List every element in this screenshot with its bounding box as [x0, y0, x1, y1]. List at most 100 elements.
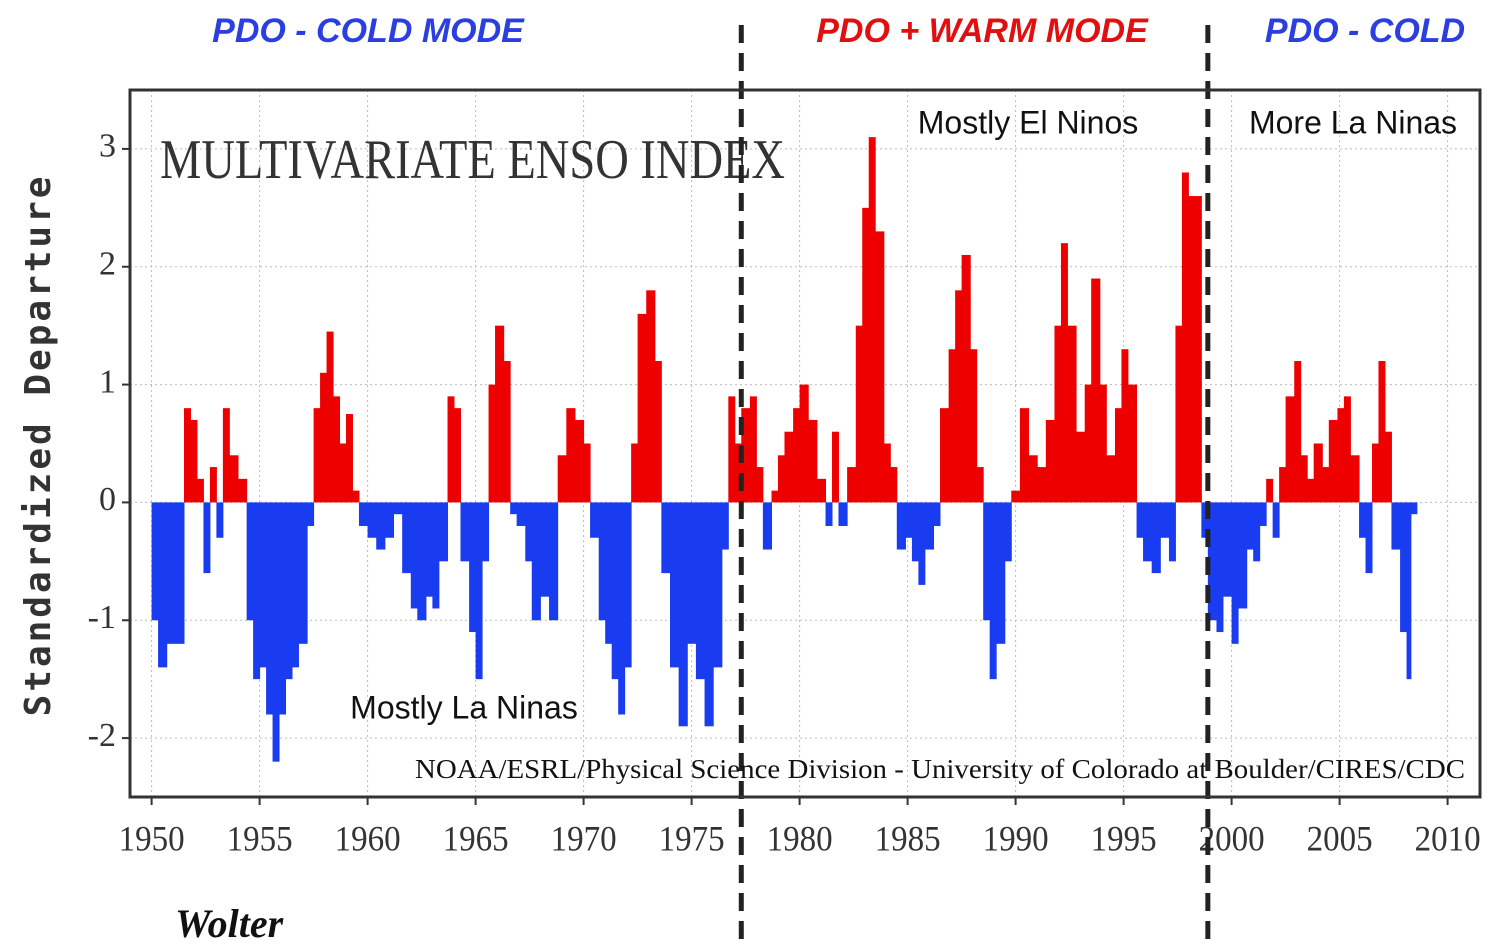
index-bar: [438, 502, 449, 562]
index-bar: [661, 502, 671, 574]
index-bar: [1384, 431, 1392, 503]
index-bar: [510, 502, 518, 515]
index-bar: [216, 502, 224, 538]
index-bar: [1350, 455, 1360, 503]
index-bar: [482, 502, 490, 562]
index-bar: [1322, 467, 1330, 503]
index-bar: [1181, 172, 1189, 503]
index-bar: [862, 207, 870, 503]
annotation: PDO - COLD MODE: [212, 12, 525, 50]
index-bar: [896, 502, 906, 550]
index-bar: [229, 455, 239, 503]
x-tick-label: 1960: [335, 818, 401, 858]
index-bar: [825, 502, 833, 526]
x-tick-label: 2005: [1307, 818, 1373, 858]
plot: [130, 90, 1480, 797]
index-bar: [948, 349, 956, 503]
index-bar: [1106, 455, 1116, 503]
index-bar: [358, 502, 369, 526]
annotation: More La Ninas: [1249, 104, 1457, 140]
index-bar: [1037, 467, 1047, 503]
index-bar: [266, 502, 274, 715]
index-bar: [1188, 196, 1196, 503]
index-bar: [1406, 502, 1412, 680]
y-tick-label: -2: [88, 717, 116, 754]
index-bar: [631, 443, 639, 503]
index-bar: [151, 502, 159, 621]
index-bar: [203, 502, 211, 574]
y-tick-label: -1: [88, 599, 116, 636]
index-bar: [488, 384, 496, 503]
index-bar: [1004, 502, 1012, 562]
index-bar: [1028, 455, 1038, 503]
x-tick-label: 1985: [875, 818, 941, 858]
index-bar: [838, 502, 848, 526]
index-bar: [734, 443, 742, 503]
index-bar: [516, 502, 526, 526]
index-bar: [503, 361, 511, 503]
index-bar: [618, 502, 626, 715]
index-bar: [447, 396, 455, 503]
index-bar: [469, 502, 477, 633]
index-bar: [402, 502, 412, 574]
index-bar: [222, 408, 230, 503]
index-bar: [367, 502, 377, 538]
index-bar: [799, 384, 809, 503]
index-bar: [670, 502, 680, 668]
index-bar: [793, 408, 801, 503]
index-bar: [590, 502, 600, 538]
y-tick-label: 2: [99, 246, 116, 283]
index-bar: [741, 408, 751, 503]
index-bar: [279, 502, 287, 715]
index-bar: [1372, 443, 1379, 503]
index-bar: [1084, 384, 1092, 503]
index-bar: [1259, 502, 1267, 526]
index-bar: [531, 502, 541, 621]
index-bar: [605, 502, 613, 644]
index-bar: [1160, 502, 1170, 538]
index-bar: [1294, 361, 1302, 503]
annotation: Mostly La Ninas: [350, 689, 578, 725]
index-bar: [549, 502, 559, 621]
index-bar: [307, 502, 315, 526]
index-bar: [313, 408, 321, 503]
index-bar: [868, 137, 876, 503]
index-bar: [883, 443, 891, 503]
index-bar: [253, 502, 261, 680]
index-bar: [771, 490, 779, 503]
index-bar: [955, 290, 963, 503]
index-bar: [1136, 502, 1144, 538]
index-bar: [611, 502, 619, 680]
index-bar: [1337, 408, 1345, 503]
index-bar: [173, 502, 185, 644]
index-bar: [1019, 408, 1030, 503]
index-bar: [808, 419, 818, 503]
index-bar: [1114, 408, 1122, 503]
x-tick-label: 1950: [119, 818, 185, 858]
index-bar: [417, 502, 427, 621]
index-bar: [566, 408, 576, 503]
index-bar: [695, 502, 706, 680]
index-bar: [190, 419, 198, 503]
index-bar: [1067, 325, 1077, 503]
index-bar: [1359, 502, 1367, 538]
index-bar: [940, 408, 950, 503]
index-bar: [976, 467, 984, 503]
annotation: NOAA/ESRL/Physical Science Division - Un…: [415, 754, 1465, 784]
index-bar: [1328, 419, 1338, 503]
index-bar: [1285, 396, 1295, 503]
index-bar: [454, 408, 461, 503]
index-bar: [1194, 196, 1202, 503]
x-tick-label: 1995: [1091, 818, 1157, 858]
y-tick-label: 3: [99, 128, 116, 165]
index-bar: [1175, 325, 1183, 503]
index-bar: [890, 467, 898, 503]
index-bar: [961, 254, 971, 503]
annotation: Wolter: [175, 901, 284, 946]
index-bar: [1076, 431, 1086, 503]
index-bar: [184, 408, 191, 503]
index-bar: [583, 443, 591, 503]
index-bar: [1400, 502, 1408, 633]
index-bar: [1216, 502, 1224, 633]
